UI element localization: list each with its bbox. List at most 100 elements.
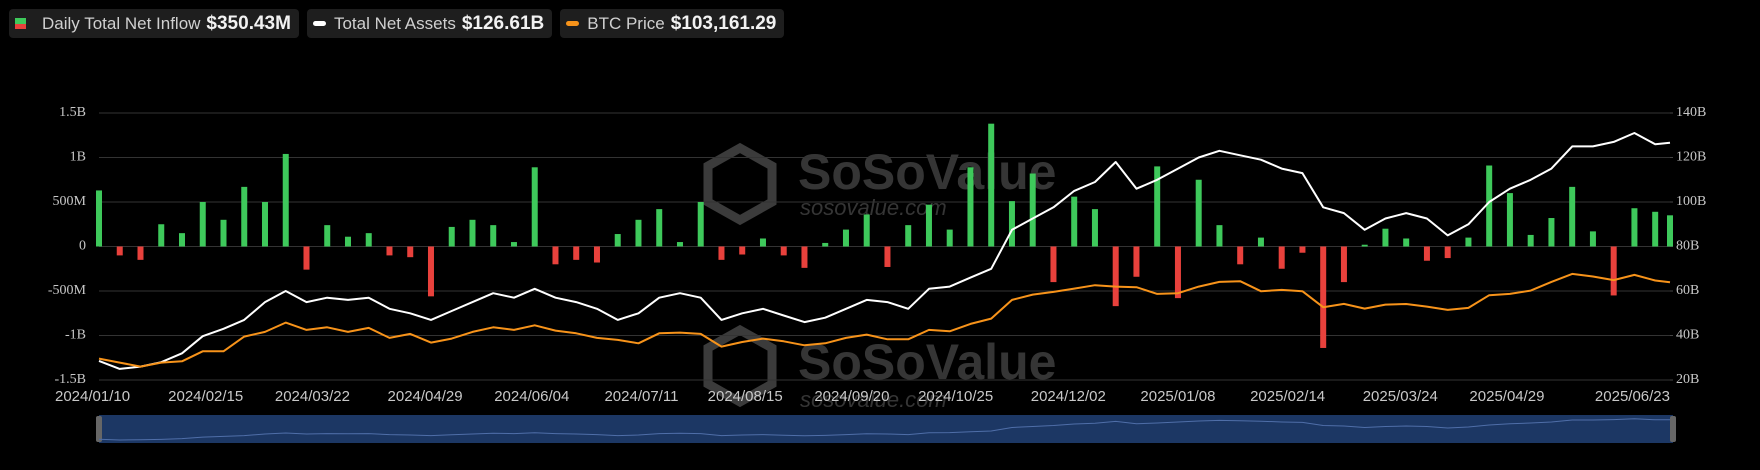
bar xyxy=(1403,238,1410,247)
watermark-url: sosovalue.com xyxy=(800,387,947,412)
watermark-url: sosovalue.com xyxy=(800,195,947,220)
bar xyxy=(946,229,953,247)
bar xyxy=(324,225,331,247)
x-tick-label: 2024/08/15 xyxy=(708,388,783,405)
bar xyxy=(988,123,995,247)
legend-swatch xyxy=(15,18,26,29)
navigator[interactable] xyxy=(99,415,1673,443)
bar xyxy=(199,202,206,247)
bar xyxy=(1506,193,1513,247)
bar xyxy=(739,246,746,255)
y2-tick-label: 20B xyxy=(1676,372,1699,387)
bar xyxy=(1340,246,1347,283)
x-tick-label: 2024/12/02 xyxy=(1031,388,1106,405)
bar xyxy=(1237,246,1244,265)
x-tick-label: 2024/10/25 xyxy=(918,388,993,405)
watermark-text: SoSoValue xyxy=(798,334,1056,390)
legend-swatch xyxy=(312,21,326,26)
y-tick-label: 1.5B xyxy=(59,105,86,120)
bar xyxy=(1029,173,1036,247)
legend-value: $126.61B xyxy=(461,12,545,34)
x-tick-label: 2024/04/29 xyxy=(388,388,463,405)
bar xyxy=(1320,246,1327,348)
bar xyxy=(1257,237,1264,247)
bar xyxy=(178,233,185,247)
y2-tick-label: 140B xyxy=(1676,105,1706,120)
bar xyxy=(1569,186,1576,247)
bar xyxy=(531,167,538,247)
bar xyxy=(1008,201,1015,247)
bar xyxy=(1444,246,1451,259)
navigator-handle[interactable] xyxy=(96,416,102,442)
x-tick-label: 2025/03/24 xyxy=(1363,388,1438,405)
bar xyxy=(1382,228,1389,247)
x-tick-label: 2024/02/15 xyxy=(168,388,243,405)
bar xyxy=(1423,246,1430,261)
bar xyxy=(842,229,849,247)
bar xyxy=(759,238,766,247)
bar xyxy=(427,246,434,297)
x-tick-label: 2024/01/10 xyxy=(55,388,130,405)
bar xyxy=(116,246,123,256)
bar xyxy=(1548,218,1555,247)
bar xyxy=(925,204,932,247)
bar xyxy=(614,234,621,247)
legend-label: BTC Price xyxy=(587,13,665,33)
bar xyxy=(697,202,704,247)
bar xyxy=(1174,246,1181,299)
y-tick-label: 0 xyxy=(79,239,86,254)
y2-tick-label: 80B xyxy=(1676,239,1699,254)
bar xyxy=(1527,234,1534,247)
bar xyxy=(1091,209,1098,247)
x-tick-label: 2025/04/29 xyxy=(1469,388,1544,405)
bar xyxy=(593,246,600,263)
bar xyxy=(386,246,393,256)
bar xyxy=(469,219,476,247)
bar xyxy=(1299,246,1306,253)
bar xyxy=(822,242,829,247)
y-tick-label: 1B xyxy=(70,150,86,165)
bar xyxy=(1652,211,1659,247)
legend-label: Daily Total Net Inflow xyxy=(42,13,201,33)
bar xyxy=(1071,196,1078,247)
legend-value: $103,161.29 xyxy=(670,12,777,34)
legend-item[interactable]: Daily Total Net Inflow $350.43M xyxy=(9,9,299,38)
bar-series xyxy=(96,123,1673,348)
watermark-logo xyxy=(703,142,777,226)
bar xyxy=(552,246,559,265)
bar xyxy=(1631,208,1638,247)
x-tick-label: 2024/09/20 xyxy=(814,388,889,405)
bar xyxy=(1361,244,1368,247)
bar xyxy=(1216,225,1223,247)
legend-value: $350.43M xyxy=(206,12,291,34)
bar xyxy=(676,242,683,247)
y-tick-label: 500M xyxy=(53,194,87,209)
x-tick-label: 2024/07/11 xyxy=(604,388,678,405)
y-tick-label: -1.5B xyxy=(55,372,87,387)
bar xyxy=(490,225,497,247)
bar xyxy=(967,167,974,247)
bar xyxy=(1486,165,1493,247)
watermark: SoSoValue sosovalue.com SoSoValue sosova… xyxy=(703,142,1056,412)
bar xyxy=(1154,166,1161,247)
watermark-text: SoSoValue xyxy=(798,144,1056,200)
bar xyxy=(573,246,580,260)
bar xyxy=(282,153,289,247)
x-tick-label: 2025/01/08 xyxy=(1140,388,1215,405)
bar xyxy=(1278,246,1285,269)
legend-item[interactable]: BTC Price $103,161.29 xyxy=(560,9,785,38)
x-tick-label: 2025/06/23 xyxy=(1595,388,1670,405)
line xyxy=(98,132,1671,370)
bar xyxy=(1050,246,1057,283)
bar xyxy=(1465,237,1472,247)
navigator-handle[interactable] xyxy=(1670,416,1676,442)
y2-tick-label: 100B xyxy=(1676,194,1706,209)
bar xyxy=(510,242,517,247)
navigator-line xyxy=(98,418,1671,441)
legend-item[interactable]: Total Net Assets $126.61B xyxy=(306,9,553,38)
watermark-logo xyxy=(703,324,777,408)
bar xyxy=(448,226,455,247)
bar xyxy=(158,224,165,247)
